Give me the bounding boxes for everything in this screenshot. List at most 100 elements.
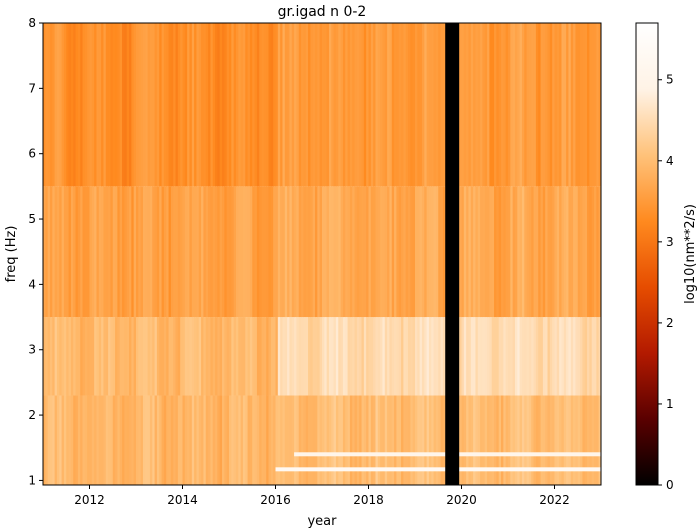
heatmap-cell: [549, 186, 553, 318]
heatmap-cell: [180, 395, 184, 485]
heatmap-cell: [226, 317, 230, 396]
heatmap-cell: [245, 317, 249, 396]
heatmap-cell: [177, 186, 181, 318]
heatmap-cell: [524, 317, 528, 396]
heatmap-cell: [131, 23, 135, 187]
heatmap-cell: [433, 317, 437, 396]
heatmap-cell: [342, 23, 346, 187]
heatmap-cell: [263, 317, 267, 396]
heatmap-cell: [424, 317, 428, 396]
heatmap-cell: [101, 23, 105, 187]
heatmap-cell: [291, 317, 295, 396]
heatmap-cell: [161, 395, 165, 485]
heatmap-cell: [582, 23, 586, 187]
heatmap-cell: [556, 23, 560, 187]
heatmap-cell: [249, 23, 253, 187]
heatmap-cell: [526, 395, 530, 485]
heatmap-cell: [308, 23, 311, 187]
heatmap-cell: [415, 23, 418, 187]
heatmap-cell: [240, 395, 244, 485]
y-tick-label: 4: [28, 277, 36, 291]
heatmap-cell: [366, 395, 370, 485]
heatmap-cell: [256, 317, 260, 396]
heatmap-cell: [521, 395, 525, 485]
heatmap-cell: [215, 317, 218, 396]
heatmap-cell: [87, 23, 91, 187]
heatmap-cell: [482, 317, 486, 396]
heatmap-cell: [273, 395, 277, 485]
heatmap-cell: [52, 23, 56, 187]
heatmap-cell: [166, 186, 170, 318]
heatmap-cell: [356, 395, 360, 485]
heatmap-cell: [315, 317, 318, 396]
heatmap-cell: [417, 23, 421, 187]
heatmap-cell: [156, 317, 160, 396]
heatmap-cell: [433, 23, 437, 187]
heatmap-cell: [80, 317, 84, 396]
heatmap-cell: [501, 317, 504, 396]
heatmap-cell: [477, 317, 481, 396]
heatmap-cell: [496, 186, 500, 318]
heatmap-cell: [163, 186, 167, 318]
heatmap-cell: [152, 186, 156, 318]
heatmap-cell: [240, 186, 244, 318]
heatmap-cell: [535, 23, 539, 187]
heatmap-cell: [389, 317, 393, 396]
heatmap-cell: [61, 186, 65, 318]
heatmap-cell: [489, 23, 493, 187]
heatmap-cell: [382, 23, 386, 187]
heatmap-cell: [498, 317, 502, 396]
heatmap-cell: [159, 317, 163, 396]
heatmap-cell: [503, 23, 507, 187]
heatmap-cell: [140, 186, 144, 318]
heatmap-cell: [61, 395, 65, 485]
heatmap-cell: [333, 23, 337, 187]
heatmap-cell: [96, 186, 100, 318]
heatmap-cell: [473, 23, 477, 187]
heatmap-cell: [410, 317, 414, 396]
heatmap-cell: [424, 186, 428, 318]
heatmap-cell: [531, 395, 535, 485]
heatmap-cell: [105, 395, 109, 485]
heatmap-cell: [356, 23, 360, 187]
heatmap-cell: [140, 395, 144, 485]
heatmap-cell: [238, 395, 242, 485]
heatmap-cell: [289, 23, 293, 187]
heatmap-cell: [394, 23, 397, 187]
heatmap-cell: [182, 186, 186, 318]
heatmap-cell: [363, 395, 367, 485]
heatmap-cell: [347, 186, 351, 318]
heatmap-cell: [361, 317, 365, 396]
heatmap-cell: [421, 23, 425, 187]
heatmap-cell: [382, 317, 386, 396]
heatmap-cell: [149, 395, 153, 485]
heatmap-cell: [59, 186, 63, 318]
heatmap-cell: [80, 186, 84, 318]
heatmap-cell: [419, 395, 423, 485]
heatmap-cell: [440, 395, 444, 485]
heatmap-cell: [591, 23, 595, 187]
heatmap-cell: [528, 317, 532, 396]
heatmap-cell: [198, 317, 202, 396]
heatmap-cell: [487, 317, 490, 396]
heatmap-cell: [177, 395, 181, 485]
heatmap-cell: [252, 186, 256, 318]
data-gap: [445, 23, 460, 485]
heatmap-cell: [349, 23, 353, 187]
heatmap-cell: [56, 395, 60, 485]
heatmap-cell: [161, 23, 165, 187]
heatmap-cell: [466, 23, 470, 187]
heatmap-cell: [77, 186, 81, 318]
heatmap-cell: [142, 395, 146, 485]
heatmap-cell: [152, 23, 156, 187]
heatmap-cell: [215, 395, 218, 485]
heatmap-cell: [389, 186, 393, 318]
heatmap-cell: [229, 23, 232, 187]
heatmap-cell: [238, 23, 242, 187]
heatmap-cell: [512, 186, 516, 318]
heatmap-cell: [280, 186, 284, 318]
heatmap-cell: [545, 317, 549, 396]
heatmap-cell: [84, 395, 88, 485]
heatmap-cell: [528, 395, 532, 485]
heatmap-cell: [238, 186, 242, 318]
